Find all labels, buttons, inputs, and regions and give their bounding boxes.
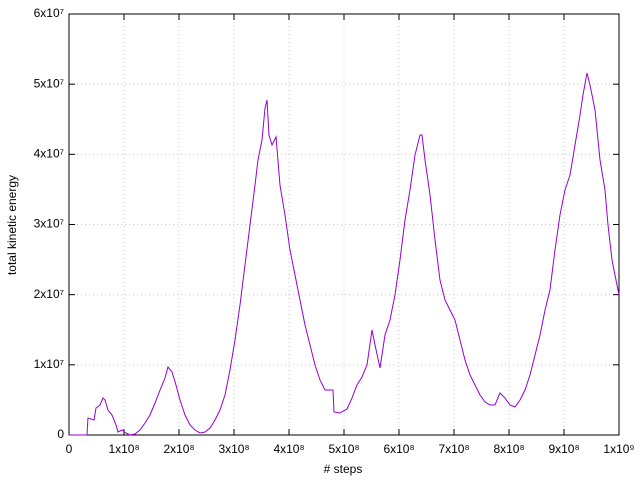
x-tick-label: 9x10⁸	[548, 442, 579, 456]
y-tick-label: 4x10⁷	[34, 147, 64, 161]
x-tick-label: 1x10⁹	[603, 442, 634, 456]
x-tick-label: 3x10⁸	[218, 442, 249, 456]
y-tick-label: 5x10⁷	[34, 76, 64, 90]
x-tick-label: 8x10⁸	[493, 442, 524, 456]
y-tick-label: 0	[57, 427, 64, 441]
x-tick-label: 0	[66, 442, 73, 456]
data-line	[69, 72, 620, 436]
x-tick-label: 6x10⁸	[383, 442, 414, 456]
y-tick-label: 3x10⁷	[34, 217, 64, 231]
y-axis-label: total kinetic energy	[5, 175, 19, 275]
x-tick-label: 1x10⁸	[108, 442, 139, 456]
x-tick-label: 2x10⁸	[163, 442, 194, 456]
y-tick-label: 6x10⁷	[34, 6, 64, 20]
x-tick-label: 4x10⁸	[273, 442, 304, 456]
y-tick-label: 2x10⁷	[34, 287, 64, 301]
plot-border	[68, 13, 620, 436]
x-tick-label: 5x10⁸	[328, 442, 359, 456]
x-tick-label: 7x10⁸	[438, 442, 469, 456]
y-tick-label: 1x10⁷	[34, 357, 64, 371]
x-axis-label: # steps	[324, 462, 363, 476]
